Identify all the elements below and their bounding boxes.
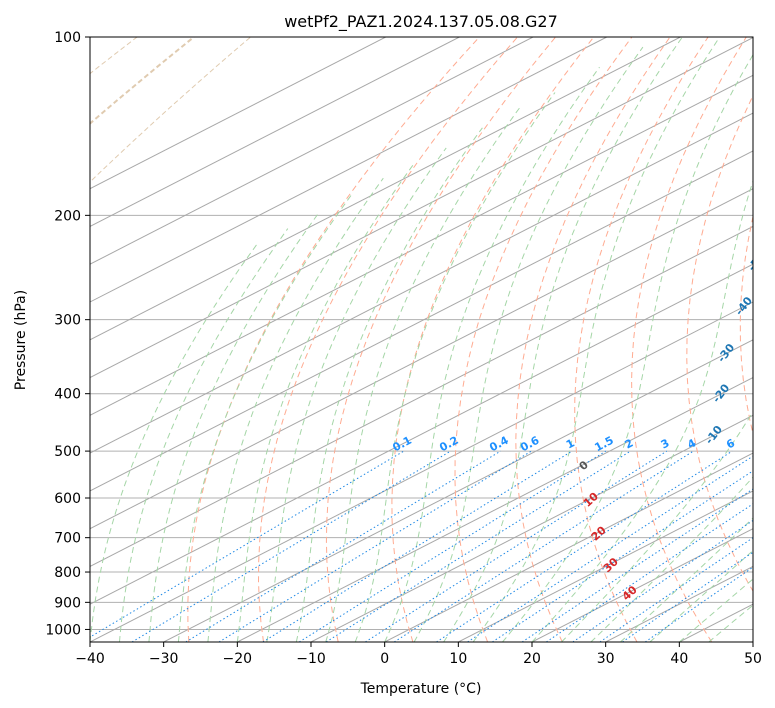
mixing-ratio-line — [393, 450, 694, 642]
isotherm-label: -50 — [745, 250, 768, 274]
mixing-ratio-line — [599, 537, 753, 642]
x-tick-label: 40 — [670, 651, 688, 667]
mixing-ratio-line — [572, 519, 753, 642]
y-tick-label: 600 — [54, 491, 81, 507]
moist-adiabat — [472, 37, 721, 642]
moist-adiabat — [354, 92, 556, 642]
dry-adiabat — [187, 37, 480, 642]
moist-adiabat — [266, 147, 447, 642]
isotherm-line — [752, 641, 753, 642]
y-tick-label: 900 — [54, 595, 81, 611]
background-lines — [90, 37, 753, 642]
isotherm-line — [90, 225, 753, 568]
mixing-ratio-line — [218, 450, 532, 642]
dry-adiabat — [391, 37, 595, 642]
y-tick-label: 200 — [54, 208, 81, 224]
dry-adiabat — [325, 37, 556, 642]
moist-adiabat — [325, 107, 521, 642]
dry-adiabat — [257, 37, 518, 642]
isotherm-line — [237, 376, 753, 642]
x-axis-label: Temperature (°C) — [360, 681, 482, 697]
moist-adiabat — [148, 213, 319, 642]
x-tick-label: 0 — [380, 651, 389, 667]
dry-adiabat — [631, 37, 747, 642]
isotherm-line — [163, 339, 753, 642]
isotherm-line — [310, 414, 753, 642]
y-tick-label: 500 — [54, 444, 81, 460]
moist-adiabat — [590, 476, 753, 642]
isotherm-line — [90, 37, 460, 228]
plot-frame — [89, 36, 754, 643]
isotherm-label: -70 — [756, 169, 775, 193]
mixing-ratio-line — [131, 450, 451, 642]
isotherm-label: -90 — [766, 88, 775, 112]
dry-adiabat — [515, 37, 671, 642]
isotherm-line — [90, 150, 753, 492]
dry-adiabat — [454, 37, 633, 642]
isotherm-line — [90, 263, 753, 605]
x-tick-label: 30 — [597, 651, 615, 667]
isotherm-label: -100 — [757, 51, 775, 81]
x-tick-label: 20 — [523, 651, 541, 667]
chart-title: wetPf2_PAZ1.2024.137.05.08.G27 — [284, 12, 558, 32]
isotherm-line — [90, 301, 753, 642]
mixing-ratio-line — [436, 450, 733, 642]
isotherm-line — [90, 188, 753, 530]
moist-adiabat — [207, 177, 384, 642]
y-tick-label: 800 — [54, 565, 81, 581]
moist-adiabat — [443, 37, 683, 642]
dry-adiabat — [739, 214, 753, 436]
isotherm-line — [458, 490, 753, 642]
mixing-ratio-line — [262, 450, 573, 642]
y-tick-label: 400 — [54, 387, 81, 403]
isotherm-line — [90, 37, 534, 265]
isotherm-label: -60 — [751, 209, 774, 233]
moist-adiabat — [531, 179, 753, 642]
y-tick-label: 700 — [54, 531, 81, 547]
mixing-ratio-line — [492, 470, 753, 642]
moist-adiabat — [295, 127, 483, 642]
moist-adiabat — [177, 193, 354, 642]
isotherm-line — [90, 37, 386, 190]
moist-adiabat — [236, 162, 415, 642]
moist-adiabat — [413, 46, 644, 642]
isotherm-line — [384, 452, 753, 642]
mixing-ratio-line — [185, 450, 501, 642]
x-tick-label: 50 — [744, 651, 762, 667]
x-tick-label: −40 — [75, 651, 105, 667]
dry-adiabat — [686, 94, 753, 592]
x-tick-label: −30 — [149, 651, 179, 667]
y-axis-label: Pressure (hPa) — [13, 290, 29, 390]
moist-adiabat — [502, 53, 753, 642]
moist-adiabat — [119, 228, 289, 642]
isotherm-line — [90, 37, 681, 341]
isotherm-line — [90, 37, 753, 379]
y-tick-label: 1000 — [45, 622, 81, 638]
x-tick-label: 10 — [449, 651, 467, 667]
mixing-ratio-line — [546, 503, 753, 642]
isotherm-line — [90, 74, 753, 416]
isotherm-line — [90, 112, 753, 454]
isotherm-line — [531, 528, 753, 642]
isotherm-line — [90, 37, 607, 303]
mixing-ratio-line — [298, 450, 607, 642]
moist-adiabat — [384, 66, 600, 642]
isotherm-label: -80 — [760, 129, 775, 153]
mixing-ratio-line — [365, 450, 668, 642]
mixing-ratio-label: 8 — [753, 436, 766, 451]
dry-adiabat — [574, 37, 709, 642]
mixing-ratio-line — [521, 488, 753, 642]
x-tick-label: −20 — [223, 651, 253, 667]
y-tick-label: 100 — [54, 30, 81, 46]
x-tick-label: −10 — [296, 651, 326, 667]
y-tick-label: 300 — [54, 313, 81, 329]
axes: −40 −30 −20 −10 0 10 20 30 40 50 100 200 300 400 500 60… — [45, 30, 762, 667]
